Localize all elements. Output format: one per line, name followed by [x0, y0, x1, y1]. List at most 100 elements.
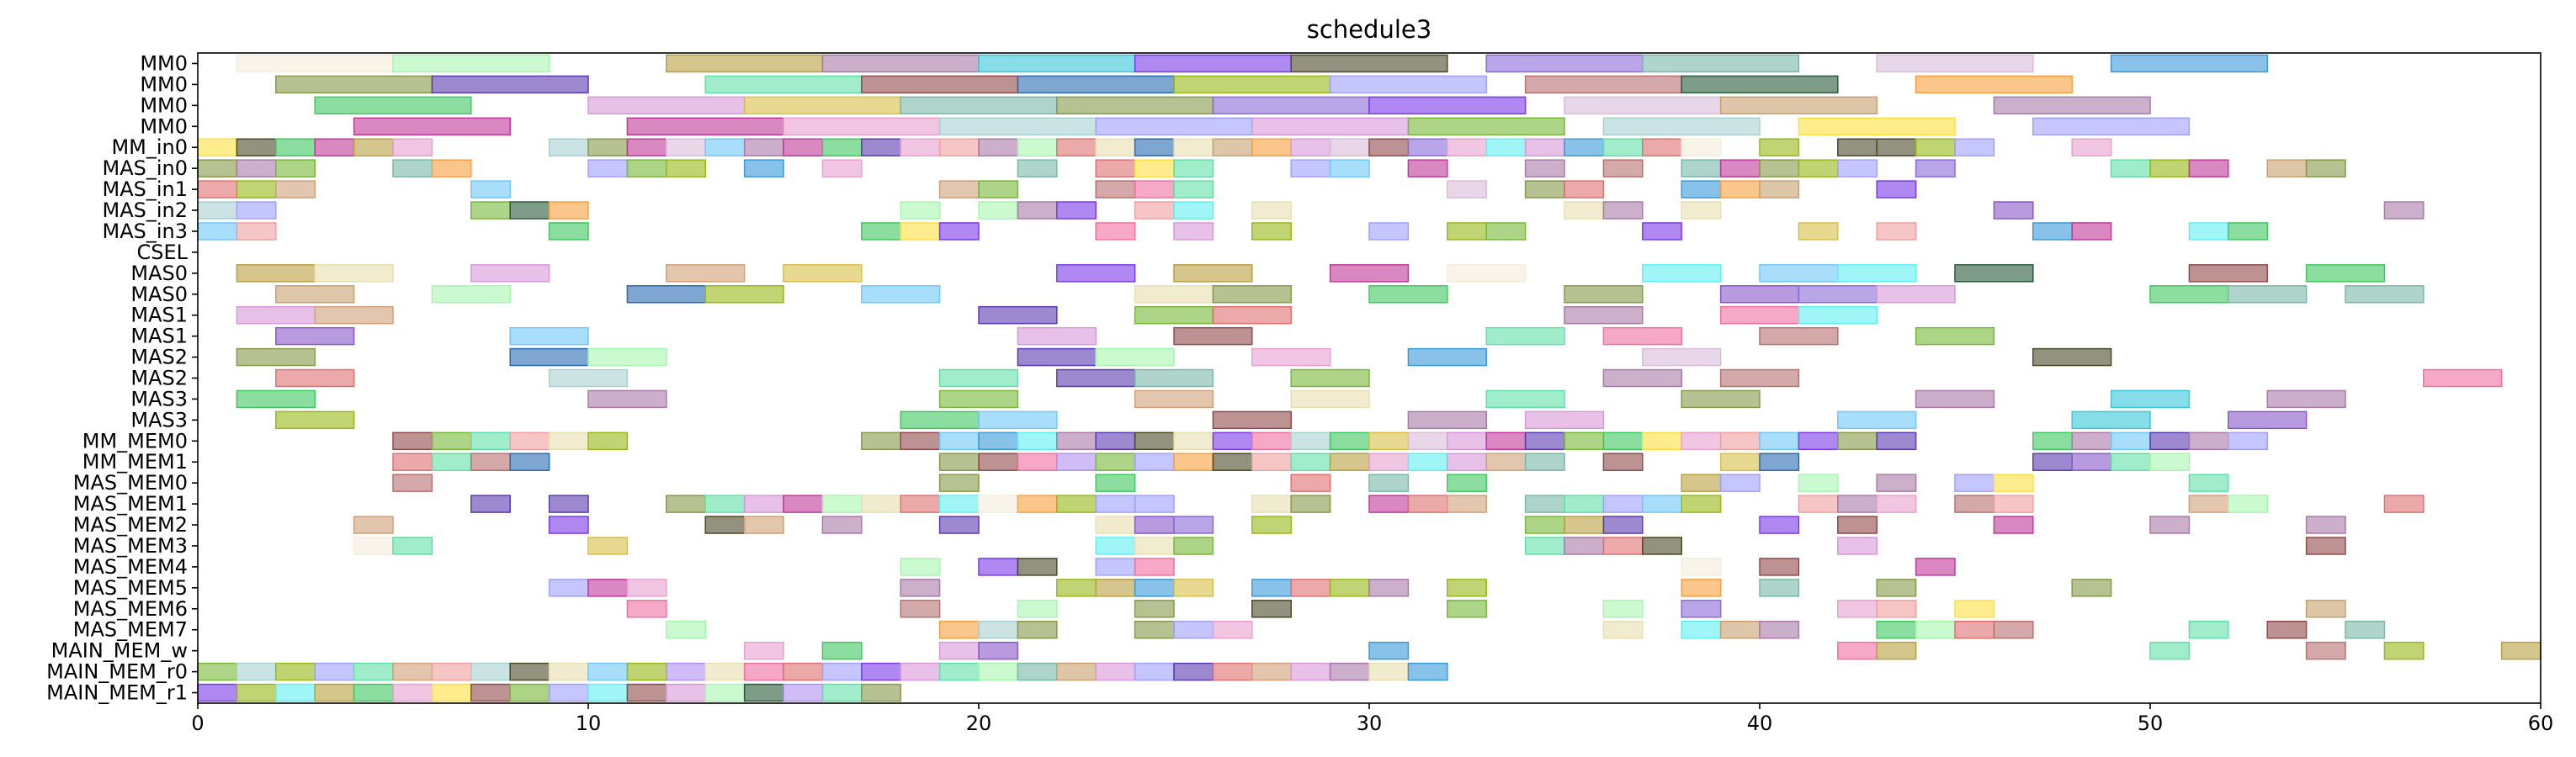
task-bar [1212, 453, 1253, 471]
task-bar [1173, 621, 1214, 639]
task-bar [236, 662, 277, 681]
task-bar [704, 516, 746, 534]
y-tick-label: MAS_in1 [102, 177, 188, 201]
task-bar [1212, 96, 1370, 115]
task-bar [743, 641, 784, 660]
task-bar [236, 264, 316, 283]
task-bar [1173, 537, 1214, 555]
task-bar [353, 683, 394, 702]
task-bar [1837, 138, 1878, 156]
task-bar [509, 431, 550, 451]
task-bar [470, 662, 511, 681]
task-bar [1329, 75, 1487, 94]
task-bar [2305, 516, 2346, 534]
task-bar [548, 683, 589, 702]
task-bar [2228, 431, 2268, 451]
task-bar [587, 96, 746, 115]
task-bar [1876, 138, 1917, 156]
task-bar [1602, 621, 1644, 639]
task-bar [1407, 495, 1448, 513]
task-bar [1524, 410, 1605, 430]
task-bar [938, 516, 980, 534]
y-tick-label: MAIN_MEM_r0 [46, 660, 188, 684]
task-bar [1524, 431, 1565, 451]
task-bar [1173, 201, 1214, 220]
task-bar [861, 285, 941, 304]
task-bar [1993, 516, 2034, 534]
task-bar [1837, 264, 1917, 283]
task-bar [392, 683, 433, 702]
task-bar [978, 621, 1019, 639]
task-bar [2228, 410, 2308, 430]
task-bar [1719, 96, 1878, 115]
task-bar [704, 683, 746, 702]
task-bar [1759, 621, 1800, 639]
task-bar [470, 453, 511, 471]
task-bar [548, 138, 589, 156]
task-bar [783, 117, 941, 135]
task-bar [1368, 285, 1448, 304]
task-bar [1447, 264, 1527, 283]
task-bar [1329, 264, 1410, 283]
task-bar [548, 201, 589, 220]
y-tick-label: MM0 [140, 93, 188, 117]
task-bar [900, 138, 941, 156]
task-bar [1759, 453, 1800, 471]
task-bar [2305, 159, 2346, 177]
task-bar [1212, 621, 1253, 639]
task-bar [1798, 474, 1839, 492]
task-bar [1095, 138, 1136, 156]
task-bar [2188, 264, 2268, 283]
y-axis-ticks: MM0MM0MM0MM0MM_in0MAS_in0MAS_in1MAS_in2M… [46, 51, 198, 705]
task-bar [978, 495, 1019, 513]
task-bar [1368, 453, 1410, 471]
task-bar [783, 495, 824, 513]
y-tick-label: MM0 [140, 114, 188, 138]
y-tick-label: MAIN_MEM_r1 [46, 681, 188, 705]
task-bar [470, 201, 511, 220]
task-bar [1837, 159, 1878, 177]
task-bar [1798, 305, 1878, 325]
task-bar [626, 579, 667, 597]
task-bar [1173, 662, 1214, 681]
task-bar [1602, 159, 1644, 177]
task-bar [1915, 326, 1995, 346]
task-bar [587, 537, 629, 555]
task-bar [978, 138, 1019, 156]
task-bar [900, 558, 941, 576]
task-bar [1993, 621, 2034, 639]
task-bar [1915, 159, 1956, 177]
task-bar [2071, 222, 2112, 241]
task-bar [978, 201, 1019, 220]
task-bar [1524, 159, 1565, 177]
task-bar [1251, 516, 1292, 534]
task-bar [783, 662, 824, 681]
task-bar [938, 222, 980, 241]
task-bar [666, 662, 706, 681]
task-bar [1602, 495, 1644, 513]
task-bar [1134, 138, 1175, 156]
task-bar [548, 516, 589, 534]
task-bar [1681, 558, 1722, 576]
task-bar [1173, 138, 1214, 156]
task-bar [1290, 368, 1370, 388]
task-bar [1134, 579, 1175, 597]
task-bar [1056, 201, 1097, 220]
task-bar [1719, 285, 1800, 304]
task-bar [1876, 285, 1956, 304]
task-bar [275, 368, 355, 388]
task-bar [1368, 495, 1410, 513]
task-bar [314, 138, 355, 156]
task-bar [2032, 347, 2112, 367]
task-bar [2110, 453, 2151, 471]
task-bar [1134, 368, 1214, 388]
task-bar [548, 579, 589, 597]
task-bar [1602, 201, 1644, 220]
task-bar [1212, 662, 1253, 681]
task-bar [2305, 600, 2346, 618]
task-bar [1447, 495, 1487, 513]
task-bar [2423, 368, 2503, 388]
task-bar [587, 138, 629, 156]
task-bar [1017, 495, 1058, 513]
task-bar [938, 662, 980, 681]
